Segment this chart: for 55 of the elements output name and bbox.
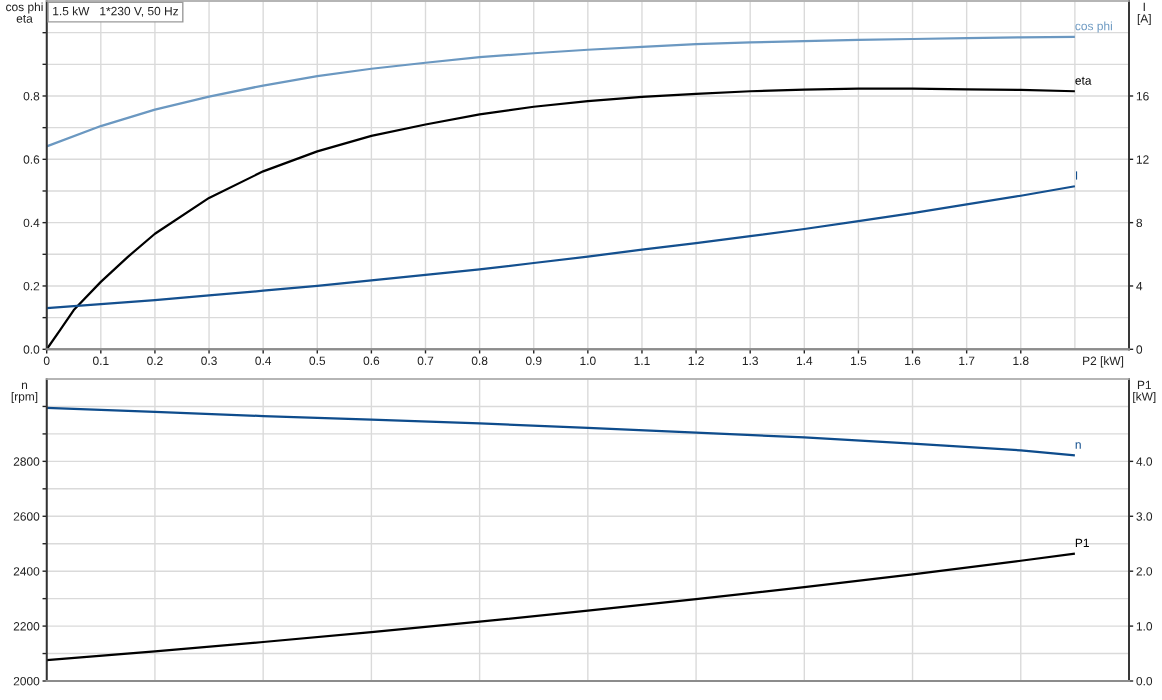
y-tick-label: 2800 [13,457,40,466]
y-axis-title: n [rpm] [11,382,38,404]
x-tick-label: 1.1 [634,356,650,365]
y2-tick-label: 0.0 [1136,676,1153,686]
y-tick-label: 0.0 [23,345,40,354]
y2-tick-label: 0 [1136,345,1143,354]
series-label: eta [1075,76,1092,85]
series-label: cos phi [1075,21,1112,33]
y2-axis-title: I [A] [1137,2,1151,26]
y2-tick-label: 8 [1136,218,1143,228]
y-axis-title: cos phi eta [6,2,43,23]
y2-axis-title: P1 [kW] [1133,380,1156,404]
line-series [46,552,1076,662]
y2-tick-label: 4.0 [1136,457,1153,466]
x-tick-label: 1.4 [796,356,813,365]
line-series [46,87,1076,350]
x-tick-label: 0.7 [417,356,434,366]
line-series [46,35,1076,148]
x-tick-label: 1.6 [905,356,921,366]
x-tick-label: 0.6 [363,356,380,366]
series-label: P1 [1075,538,1089,547]
y-tick-label: 0.6 [23,155,40,164]
x-axis-title: P2 [kW] [1083,356,1124,368]
x-tick-label: 0 [43,356,50,366]
y2-tick-label: 1.0 [1136,622,1153,631]
x-tick-label: 1.7 [959,356,975,365]
line-series [46,185,1076,310]
x-tick-label: 0.9 [525,356,542,366]
y-tick-label: 0.2 [23,281,40,291]
y-tick-label: 0.8 [23,91,40,101]
x-tick-label: 1.8 [1013,356,1029,366]
x-tick-label: 0.1 [92,356,109,366]
x-tick-label: 0.3 [201,356,217,366]
chart-title: 1.5 kW 1*230 V, 50 Hz [53,6,179,17]
x-tick-label: 1.3 [742,356,758,366]
y2-tick-label: 4 [1136,282,1143,291]
y2-tick-label: 3.0 [1136,512,1153,521]
series-label: n [1075,442,1081,449]
x-tick-label: 1.5 [851,356,867,366]
y-tick-label: 2600 [13,512,40,521]
x-tick-label: 0.5 [309,356,326,366]
y-tick-label: 2000 [13,676,40,686]
y2-tick-label: 2.0 [1136,567,1153,576]
x-tick-label: 0.4 [255,356,272,366]
x-tick-label: 1.2 [688,356,704,365]
y-tick-label: 2200 [13,622,40,631]
line-series [46,406,1076,457]
x-tick-label: 0.2 [147,356,163,366]
y-tick-label: 2400 [13,567,40,576]
y-tick-label: 0.4 [23,218,40,228]
x-tick-label: 1.0 [580,356,596,366]
series-label: I [1075,171,1078,180]
x-tick-label: 0.8 [471,356,488,366]
y2-tick-label: 12 [1136,155,1149,164]
y2-tick-label: 16 [1136,91,1149,101]
